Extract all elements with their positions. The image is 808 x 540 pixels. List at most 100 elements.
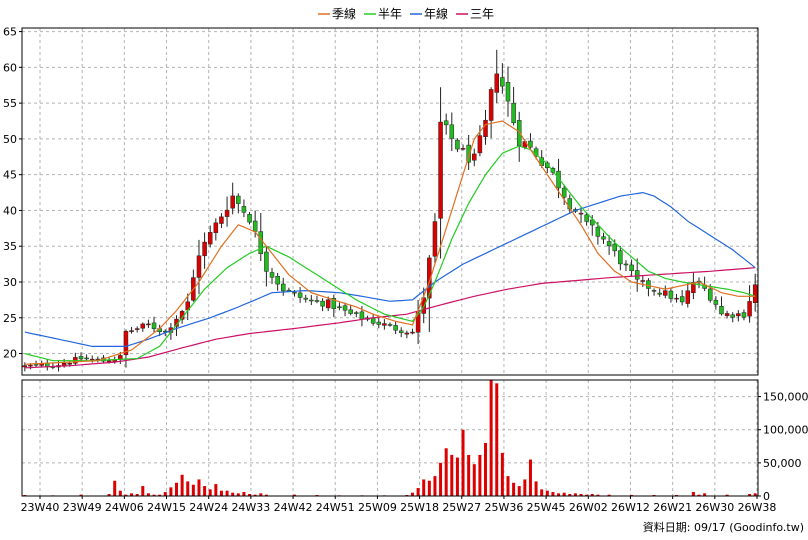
candle-body [606,241,612,247]
volume-bar [703,493,707,496]
x-tick-label: 26W21 [653,501,692,514]
volume-bar [607,494,611,496]
candle-body [404,332,410,335]
x-tick-label: 26W02 [569,501,608,514]
volume-bar [219,490,223,496]
candle-body [224,209,230,217]
candle-body [500,77,505,87]
candle-body [275,276,280,285]
candle-body [736,313,741,317]
grid [22,28,758,497]
candle-body [477,135,483,154]
candle-body [449,124,455,139]
price-tick-label: 20 [3,348,17,361]
volume-bar [467,454,471,496]
volume-bar [596,494,600,496]
candle-body [376,321,382,325]
candle-body [236,195,241,204]
volume-bar [528,459,532,496]
candle-body [230,195,235,209]
volume-bar [191,484,195,496]
volume-bar [253,494,257,496]
candle-body [196,255,202,278]
candle-body [325,299,331,309]
volume-bar [444,448,448,496]
candle-body [410,331,415,334]
volume-bar [506,476,510,496]
volume-bar [512,482,516,496]
price-tick-label: 45 [3,169,17,182]
candle-body [640,280,646,282]
candle-body [309,299,314,302]
candlesticks [22,49,758,372]
candle-body [724,313,730,316]
candle-body [33,364,39,366]
volume-bar [691,492,695,496]
volume-bar [484,442,488,496]
candle-body [556,170,561,189]
x-tick-label: 25W27 [442,501,481,514]
volume-bar [186,481,190,496]
volume-bar [585,494,589,496]
candle-body [129,330,134,332]
volume-bar [562,492,566,496]
volume-tick-label: 100,000 [763,424,808,437]
candle-body [134,328,140,330]
price-tick-label: 55 [3,97,17,110]
candle-body [354,312,359,314]
volume-bar [292,494,296,496]
x-tick-label: 24W33 [231,501,270,514]
candle-body [207,232,213,245]
volume-bar [175,482,179,496]
legend-label: 季線 [332,6,356,21]
candle-body [713,300,719,305]
volume-bar [450,454,454,496]
volume-bar [540,489,544,496]
candle-body [752,284,758,303]
candle-body [590,219,595,226]
candle-body [443,120,449,126]
volume-bar [455,457,459,496]
volume-bar [124,494,128,496]
candle-body [595,226,601,237]
volume-bar [141,486,145,496]
volume-bar [753,493,757,496]
candle-body [432,221,438,257]
candle-body [123,331,129,356]
x-tick-label: 24W15 [147,501,186,514]
volume-bar [697,494,701,496]
candle-body [241,206,247,213]
chart-frames [21,27,759,497]
volume-bar [248,494,252,496]
volume-bar [410,492,414,496]
candle-body [634,270,640,280]
candle-body [561,187,567,198]
volume-bar [472,464,476,496]
candle-body [348,309,353,314]
volume-bar [416,488,420,496]
candle-body [337,306,342,309]
volume-bar [579,494,583,496]
volume-bar [180,474,184,496]
volume-bar [568,494,572,496]
volume-bar [478,454,482,496]
candle-body [314,300,320,302]
volume-bars [23,380,757,496]
legend-label: 年線 [424,6,448,21]
candle-body [61,363,67,366]
price-tick-label: 25 [3,312,17,325]
volume-bar [225,490,229,496]
volume-bar [146,493,150,496]
volume-bar [118,490,122,496]
volume-bar [214,484,218,496]
volume-bar [163,492,167,496]
candle-body [247,214,252,223]
candle-body [674,297,679,300]
candle-body [466,144,471,163]
candle-body [151,322,157,330]
legend: 季線 半年 年線 三年 [318,6,494,21]
candle-body [494,73,499,93]
candle-body [668,290,674,299]
x-tick-label: 24W24 [189,501,228,514]
volume-bar [534,481,538,496]
